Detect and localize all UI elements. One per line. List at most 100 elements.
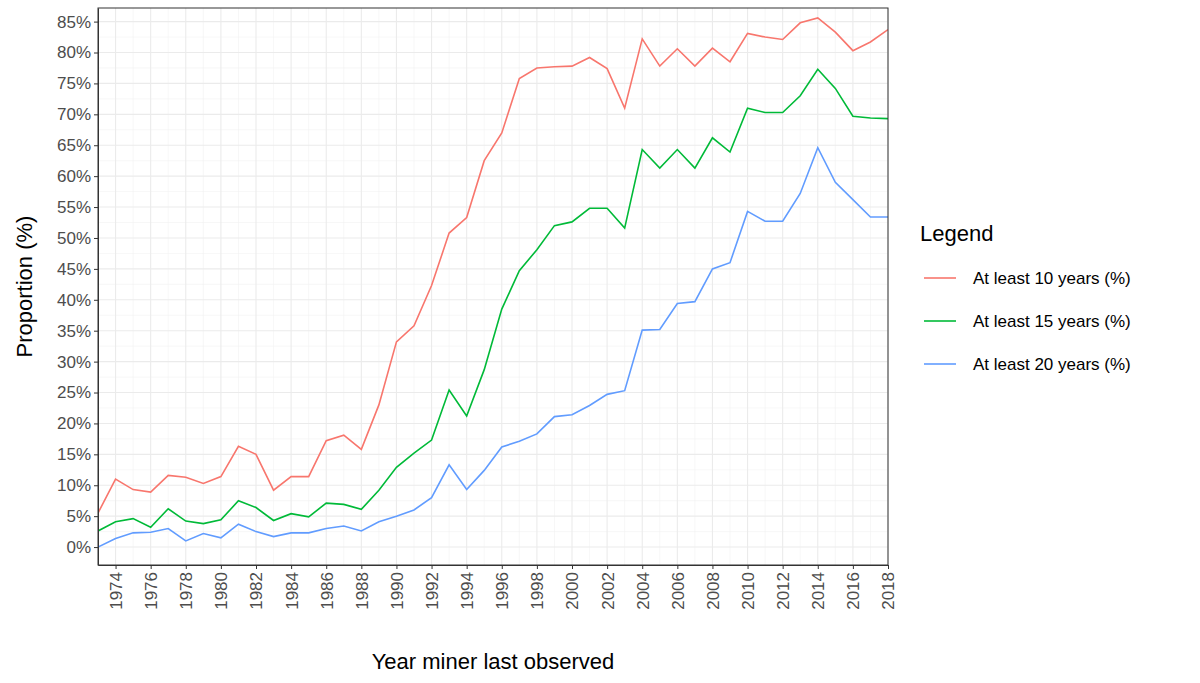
tick-mark bbox=[186, 565, 187, 569]
tick: 1988 bbox=[353, 565, 372, 610]
minor-grid-line bbox=[98, 315, 888, 316]
tick-mark bbox=[94, 238, 98, 239]
tick-label: 50% bbox=[57, 229, 91, 248]
minor-grid-line bbox=[98, 377, 888, 378]
tick: 35% bbox=[57, 322, 98, 341]
tick-mark bbox=[94, 83, 98, 84]
tick: 1998 bbox=[528, 565, 547, 610]
tick-mark bbox=[712, 565, 713, 569]
minor-grid-line bbox=[98, 438, 888, 439]
tick-label: 1980 bbox=[212, 572, 231, 610]
tick-mark bbox=[326, 565, 327, 569]
tick-mark bbox=[537, 565, 538, 569]
grid-line bbox=[291, 8, 292, 565]
tick-label: 35% bbox=[57, 322, 91, 341]
minor-grid-line bbox=[589, 8, 590, 565]
tick-mark bbox=[291, 565, 292, 569]
tick: 55% bbox=[57, 198, 98, 217]
plot-frame bbox=[98, 8, 888, 565]
tick-mark bbox=[677, 565, 678, 569]
tick: 1974 bbox=[107, 565, 126, 610]
legend: LegendAt least 10 years (%)At least 15 y… bbox=[920, 221, 1131, 374]
tick: 1996 bbox=[493, 565, 512, 610]
tick-mark bbox=[94, 331, 98, 332]
grid-line bbox=[747, 8, 748, 565]
minor-grid-line bbox=[98, 160, 888, 161]
minor-grid-line bbox=[554, 8, 555, 565]
tick: 2002 bbox=[599, 565, 618, 610]
tick: 80% bbox=[57, 43, 98, 62]
axis-title: Proportion (%) bbox=[12, 216, 37, 358]
minor-grid-line bbox=[98, 129, 888, 130]
tick: 1976 bbox=[142, 565, 161, 610]
tick: 85% bbox=[57, 13, 98, 32]
tick-mark bbox=[888, 565, 889, 569]
tick: 1978 bbox=[177, 565, 196, 610]
tick-mark bbox=[748, 565, 749, 569]
minor-grid-line bbox=[98, 284, 888, 285]
minor-grid-line bbox=[98, 500, 888, 501]
tick-label: 1976 bbox=[142, 572, 161, 610]
minor-grid-line bbox=[133, 8, 134, 565]
minor-grid-line bbox=[98, 253, 888, 254]
tick-label: 2014 bbox=[809, 572, 828, 610]
tick-label: 2010 bbox=[739, 572, 758, 610]
minor-grid-line bbox=[273, 8, 274, 565]
tick: 70% bbox=[57, 105, 98, 124]
tick-label: 40% bbox=[57, 291, 91, 310]
tick-label: 25% bbox=[57, 383, 91, 402]
axis-line bbox=[99, 565, 889, 566]
tick-mark bbox=[94, 393, 98, 394]
chart: 0%5%10%15%20%25%30%35%40%45%50%55%60%65%… bbox=[0, 0, 1200, 683]
legend-label: At least 10 years (%) bbox=[973, 269, 1131, 288]
tick-mark bbox=[502, 565, 503, 569]
tick-label: 2004 bbox=[634, 572, 653, 610]
tick-mark bbox=[151, 565, 152, 569]
grid-line bbox=[712, 8, 713, 565]
tick-label: 20% bbox=[57, 414, 91, 433]
grid-line bbox=[326, 8, 327, 565]
grid-line bbox=[607, 8, 608, 565]
tick-label: 1990 bbox=[388, 572, 407, 610]
grid-line bbox=[98, 114, 888, 115]
grid-line bbox=[642, 8, 643, 565]
y-axis: 0%5%10%15%20%25%30%35%40%45%50%55%60%65%… bbox=[57, 9, 99, 566]
tick-mark bbox=[94, 145, 98, 146]
tick-label: 5% bbox=[66, 507, 91, 526]
minor-grid-line bbox=[765, 8, 766, 565]
tick-label: 1974 bbox=[107, 572, 126, 610]
tick-label: 2000 bbox=[563, 572, 582, 610]
legend-key bbox=[924, 363, 956, 365]
tick: 1990 bbox=[388, 565, 407, 610]
tick-label: 60% bbox=[57, 167, 91, 186]
tick: 65% bbox=[57, 136, 98, 155]
tick-label: 0% bbox=[66, 538, 91, 557]
tick-label: 1992 bbox=[423, 572, 442, 610]
tick-label: 30% bbox=[57, 353, 91, 372]
plot: 0%5%10%15%20%25%30%35%40%45%50%55%60%65%… bbox=[57, 8, 898, 610]
grid-line bbox=[571, 8, 572, 565]
grid bbox=[98, 8, 888, 565]
tick-mark bbox=[94, 362, 98, 363]
tick-label: 15% bbox=[57, 445, 91, 464]
tick-mark bbox=[853, 565, 854, 569]
tick-label: 1984 bbox=[283, 572, 302, 610]
grid-line bbox=[98, 237, 888, 238]
tick-mark bbox=[221, 565, 222, 569]
tick-label: 1998 bbox=[528, 572, 547, 610]
minor-grid-line bbox=[98, 191, 888, 192]
tick: 10% bbox=[57, 476, 98, 495]
tick-label: 10% bbox=[57, 476, 91, 495]
tick-label: 2006 bbox=[669, 572, 688, 610]
grid-line bbox=[98, 361, 888, 362]
grid-line bbox=[98, 52, 888, 53]
tick-mark bbox=[432, 565, 433, 569]
minor-grid-line bbox=[519, 8, 520, 565]
minor-grid-line bbox=[98, 407, 888, 408]
minor-grid-line bbox=[800, 8, 801, 565]
grid-line bbox=[536, 8, 537, 565]
tick-label: 1982 bbox=[247, 572, 266, 610]
grid-line bbox=[98, 454, 888, 455]
tick: 15% bbox=[57, 445, 98, 464]
grid-line bbox=[220, 8, 221, 565]
